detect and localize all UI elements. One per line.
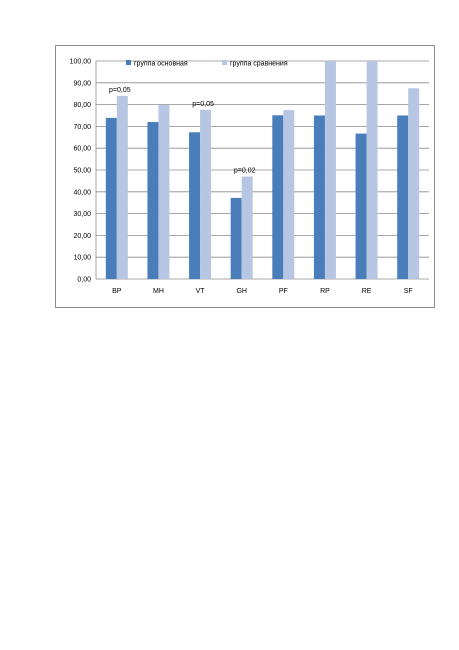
y-tick-label: 20,00 bbox=[73, 233, 91, 240]
x-tick-label: PF bbox=[279, 288, 288, 295]
legend-swatch bbox=[126, 60, 131, 65]
y-tick-label: 10,00 bbox=[73, 255, 91, 262]
bar-main-gh bbox=[230, 197, 242, 279]
annotations: p=0,05 p=0,05 p=0,02 bbox=[109, 87, 256, 175]
bars bbox=[105, 61, 420, 279]
bar-main-bp bbox=[105, 117, 117, 279]
bar-comparison-rp bbox=[324, 61, 336, 279]
y-tick-label: 100,00 bbox=[70, 59, 92, 66]
bar-comparison-vt bbox=[200, 109, 212, 279]
bar-main-pf bbox=[272, 115, 284, 279]
x-tick-label: GH bbox=[236, 288, 247, 295]
bar-comparison-sf bbox=[408, 88, 420, 279]
x-tick-label: MH bbox=[153, 288, 164, 295]
bar-main-vt bbox=[189, 132, 201, 279]
y-tick-label: 60,00 bbox=[73, 146, 91, 153]
x-tick-label: SF bbox=[404, 288, 413, 295]
p-value-annotation: p=0,02 bbox=[234, 168, 256, 175]
gridlines bbox=[95, 60, 429, 280]
y-tick-label: 30,00 bbox=[73, 211, 91, 218]
legend-swatch bbox=[222, 60, 227, 65]
legend: группа основная группа сравнения bbox=[126, 60, 288, 68]
x-axis-ticks: BP MH VT GH PF RP RE SF bbox=[112, 288, 413, 295]
bar-main-re bbox=[355, 133, 367, 279]
bar-main-mh bbox=[147, 122, 159, 279]
bar-comparison-mh bbox=[158, 105, 170, 279]
x-tick-label: BP bbox=[112, 288, 122, 295]
bar-main-sf bbox=[397, 115, 409, 279]
y-tick-label: 90,00 bbox=[73, 80, 91, 87]
bar-comparison-gh bbox=[241, 176, 253, 279]
bar-comparison-pf bbox=[283, 110, 295, 279]
y-tick-label: 50,00 bbox=[73, 168, 91, 175]
bar-comparison-re bbox=[366, 61, 378, 279]
x-tick-label: RE bbox=[362, 288, 372, 295]
y-axis-ticks: 0,00 10,00 20,00 30,00 40,00 50,00 60,00 70,00 8… bbox=[70, 59, 92, 284]
y-tick-label: 0,00 bbox=[77, 277, 91, 284]
legend-label: группа сравнения bbox=[230, 61, 288, 68]
x-tick-label: VT bbox=[196, 288, 206, 295]
y-tick-label: 70,00 bbox=[73, 124, 91, 131]
y-tick-label: 80,00 bbox=[73, 102, 91, 109]
p-value-annotation: p=0,05 bbox=[192, 101, 214, 108]
p-value-annotation: p=0,05 bbox=[109, 87, 131, 94]
x-tick-label: RP bbox=[320, 288, 330, 295]
y-tick-label: 40,00 bbox=[73, 189, 91, 196]
chart-frame: 0,00 10,00 20,00 30,00 40,00 50,00 60,00 70,00 8… bbox=[55, 45, 435, 308]
bar-chart: 0,00 10,00 20,00 30,00 40,00 50,00 60,00 70,00 8… bbox=[70, 59, 429, 295]
legend-label: группа основная bbox=[134, 61, 188, 68]
bar-main-rp bbox=[313, 115, 325, 279]
bar-comparison-bp bbox=[116, 95, 128, 279]
